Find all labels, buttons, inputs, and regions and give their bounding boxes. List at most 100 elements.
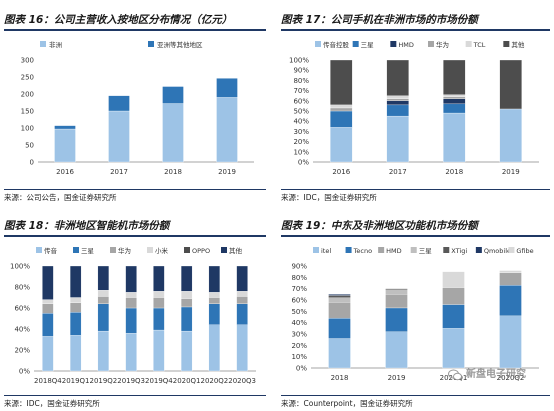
legend-swatch <box>221 247 227 253</box>
chart-title: 图表 16：公司主营收入按地区分布情况（亿元） <box>4 14 233 26</box>
x-tick-label: 2018 <box>164 168 182 176</box>
y-tick-label: 150 <box>21 108 34 116</box>
bar-segment <box>97 290 110 297</box>
y-tick-label: 50% <box>293 108 309 116</box>
legend-swatch <box>36 247 42 253</box>
legend-swatch <box>345 247 352 253</box>
x-tick-label: 2019 <box>218 168 236 176</box>
legend-swatch <box>40 41 46 47</box>
watermark: 新盘电子研究 <box>448 362 552 382</box>
x-tick-label: 2020Q1 <box>173 377 201 385</box>
y-tick-label: 0% <box>296 365 307 373</box>
y-tick-label: 0 <box>30 159 34 167</box>
bar-segment <box>499 272 522 286</box>
bar-segment <box>208 292 221 298</box>
bar-segment <box>236 324 248 372</box>
legend-label: 其他 <box>511 40 525 49</box>
bar-segment <box>162 103 184 163</box>
y-tick-label: 20% <box>293 138 309 146</box>
bar-segment <box>180 298 193 308</box>
bar-segment <box>330 127 353 163</box>
bar-segment <box>54 128 76 163</box>
bar-segment <box>97 303 110 332</box>
title-rule <box>281 29 550 31</box>
y-tick-label: 50% <box>291 308 307 316</box>
bar-segment <box>330 104 353 109</box>
x-tick-label: 2020Q3 <box>228 377 256 385</box>
x-tick-label: 2019 <box>502 168 520 176</box>
y-tick-label: 40% <box>293 118 309 126</box>
legend-swatch <box>352 41 359 47</box>
chart-19-svg: 0% 10% 20% 30% 40% 50% 60% 70% 80% 90% 2018 2019 202… <box>291 247 539 382</box>
wechat-icon <box>448 366 462 381</box>
legend-swatch <box>147 247 153 253</box>
legend-swatch <box>410 247 417 253</box>
bar-segment <box>162 86 184 104</box>
bar-segment <box>386 115 409 163</box>
chart-source: 来源：IDC，国金证券研究所 <box>281 193 377 202</box>
legend-swatch <box>110 247 116 253</box>
chart-18-svg: 0%20%40%60%80%100%2018Q4 2019Q1 2019Q2 2019… <box>10 246 256 385</box>
bar-segment <box>236 303 248 325</box>
legend-label: 三星 <box>419 247 433 255</box>
legend-swatch <box>313 247 319 253</box>
x-tick-label: 2019Q2 <box>89 377 117 385</box>
y-tick-label: 40% <box>291 319 307 327</box>
bar-segment <box>443 103 466 114</box>
chart-title: 图表 18：非洲地区智能机市场份额 <box>4 220 170 232</box>
bar-segment <box>443 112 466 163</box>
bar-segment <box>125 297 137 309</box>
bar-segment <box>108 95 130 112</box>
legend-label: 传音控股 <box>323 40 350 49</box>
bar-segment <box>42 265 54 300</box>
legend-swatch <box>184 247 190 253</box>
bar-segment <box>153 291 165 298</box>
bar-segment <box>108 110 130 163</box>
bar-segment <box>499 270 522 273</box>
bar-segment <box>42 299 54 304</box>
legend-label: 华为 <box>436 40 449 49</box>
bar-segment <box>499 108 522 163</box>
bar-segment <box>69 302 82 313</box>
y-tick-label: 60% <box>293 97 309 105</box>
bar-segment <box>236 291 248 297</box>
bar-segment <box>236 265 248 292</box>
y-tick-label: 0% <box>298 159 309 167</box>
bar-segment <box>386 98 409 101</box>
bar-segment <box>69 265 82 298</box>
legend-swatch <box>508 247 515 253</box>
bar-segment <box>443 94 466 97</box>
x-tick-label: 2018Q4 <box>34 377 62 385</box>
bar-segment <box>180 330 193 372</box>
x-tick-label: 2017 <box>389 168 407 176</box>
bar-segment <box>54 125 76 130</box>
bar-segment <box>443 59 466 95</box>
legend-swatch <box>503 41 510 47</box>
y-tick-label: 100% <box>289 57 309 65</box>
y-tick-label: 80% <box>14 284 30 292</box>
x-tick-label: 2019Q4 <box>145 377 173 385</box>
x-tick-label: 2018 <box>445 168 463 176</box>
panel-19: 图表 19：中东及非洲地区功能机市场份额 0% 10% 20% 30% 40% 50% 60… <box>281 210 550 410</box>
y-tick-label: 60% <box>291 297 307 305</box>
x-tick-label: 2016 <box>56 168 74 176</box>
bar-segment <box>330 110 353 128</box>
bar-segment <box>69 335 82 372</box>
legend-swatch <box>73 247 79 253</box>
bar-segment <box>328 294 351 296</box>
chart-17-svg: 0% 10% 20% 30% 40% 50% 60% 70% 80% 90% 100% 2016 201… <box>289 40 539 176</box>
legend-label: 小米 <box>155 246 169 255</box>
y-tick-label: 100% <box>10 263 30 271</box>
x-tick-label: 2019Q3 <box>117 377 145 385</box>
x-tick-label: 2018 <box>331 374 349 382</box>
title-rule <box>4 235 266 237</box>
legend-label: Gfibe <box>516 247 533 255</box>
legend-swatch <box>428 41 434 47</box>
bar-segment <box>216 97 238 163</box>
legend-label: HMD <box>398 41 414 49</box>
bar-segment <box>125 307 137 334</box>
bar-segment <box>443 98 466 105</box>
bar-segment <box>499 285 522 317</box>
y-tick-label: 100 <box>21 125 34 133</box>
bar-segment <box>328 317 351 339</box>
